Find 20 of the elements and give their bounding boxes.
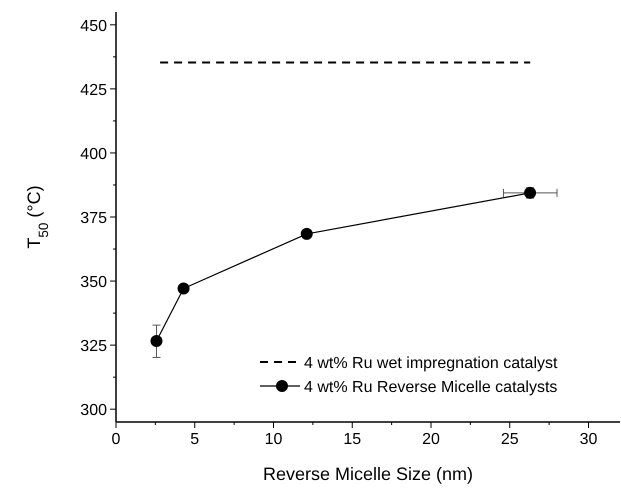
legend-label: 4 wt% Ru Reverse Micelle catalysts: [304, 379, 558, 396]
x-tick-label: 30: [580, 431, 598, 448]
y-tick-label: 450: [80, 18, 108, 35]
x-tick-label: 10: [264, 431, 282, 448]
point: [300, 228, 313, 240]
legend-label: 4 wt% Ru wet impregnation catalyst: [304, 355, 558, 372]
x-tick-label: 15: [343, 431, 362, 448]
y-tick-label: 300: [80, 402, 108, 420]
y-tick-label: 350: [80, 274, 108, 292]
y-tick-label: 325: [80, 338, 108, 356]
y-tick-label: 375: [80, 210, 108, 227]
x-tick-label: 20: [422, 431, 440, 448]
x-axis-title: Reverse Micelle Size (nm): [262, 464, 474, 484]
point: [150, 335, 162, 348]
point: [178, 282, 190, 294]
y-tick-label: 400: [80, 146, 108, 163]
x-tick-label: 5: [190, 431, 200, 448]
x-tick-label: 0: [112, 431, 121, 448]
x-tick-label: 25: [500, 431, 519, 448]
y-tick-label: 425: [80, 82, 108, 99]
